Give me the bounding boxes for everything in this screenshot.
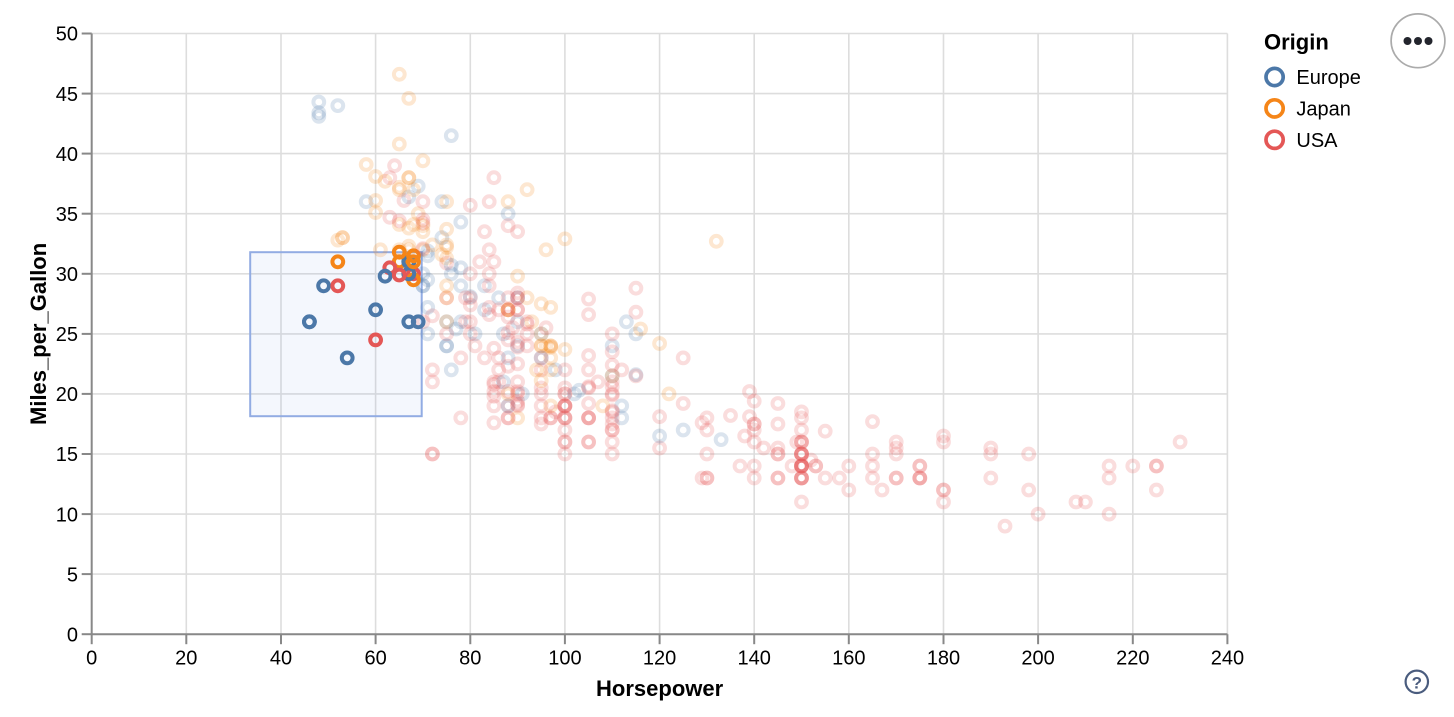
svg-text:Europe: Europe (1296, 67, 1361, 89)
svg-text:140: 140 (738, 648, 771, 670)
svg-text:30: 30 (56, 264, 78, 286)
svg-text:240: 240 (1211, 648, 1244, 670)
svg-text:Japan: Japan (1296, 99, 1351, 121)
svg-text:10: 10 (56, 504, 78, 526)
svg-text:Miles_per_Gallon: Miles_per_Gallon (26, 243, 51, 425)
svg-text:100: 100 (548, 648, 581, 670)
svg-text:Origin: Origin (1264, 30, 1329, 55)
svg-text:5: 5 (67, 564, 78, 586)
svg-text:0: 0 (86, 648, 97, 670)
svg-text:35: 35 (56, 204, 78, 226)
svg-text:180: 180 (927, 648, 960, 670)
svg-text:45: 45 (56, 84, 78, 106)
svg-text:60: 60 (364, 648, 386, 670)
svg-text:80: 80 (459, 648, 481, 670)
svg-text:40: 40 (270, 648, 292, 670)
svg-text:220: 220 (1116, 648, 1149, 670)
svg-text:50: 50 (56, 24, 78, 46)
svg-text:?: ? (1412, 673, 1422, 692)
svg-text:160: 160 (832, 648, 865, 670)
svg-text:200: 200 (1021, 648, 1054, 670)
svg-text:120: 120 (643, 648, 676, 670)
svg-text:USA: USA (1296, 130, 1338, 152)
svg-text:20: 20 (175, 648, 197, 670)
svg-text:20: 20 (56, 384, 78, 406)
svg-text:Horsepower: Horsepower (596, 676, 724, 701)
svg-text:40: 40 (56, 144, 78, 166)
svg-text:0: 0 (67, 624, 78, 646)
svg-text:25: 25 (56, 324, 78, 346)
svg-text:15: 15 (56, 444, 78, 466)
